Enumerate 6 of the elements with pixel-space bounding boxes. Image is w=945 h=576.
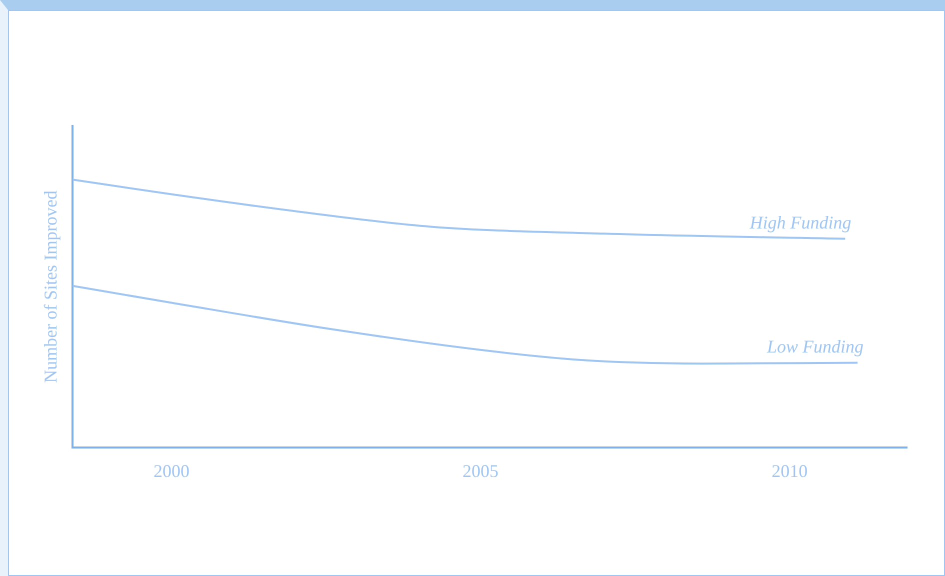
x-tick-label: 2010	[772, 460, 808, 481]
y-axis-title: Number of Sites Improved	[40, 190, 61, 383]
x-tick-label: 2000	[153, 460, 190, 481]
x-tick-label: 2005	[462, 460, 499, 481]
series-label: High Funding	[748, 212, 852, 232]
series-label: Low Funding	[766, 336, 864, 356]
